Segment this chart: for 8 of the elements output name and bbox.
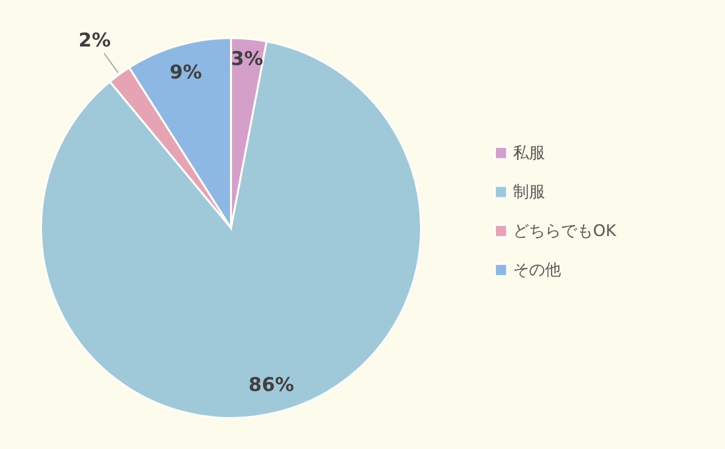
legend-label: どちらでもOK [513,221,617,240]
data-label: 3% [230,48,264,70]
legend-label: 私服 [513,143,545,162]
legend-label: その他 [513,260,561,279]
data-label: 9% [170,61,202,84]
data-label: 2% [78,29,111,52]
legend-label: 制服 [513,182,545,201]
data-label: 86% [248,374,294,396]
